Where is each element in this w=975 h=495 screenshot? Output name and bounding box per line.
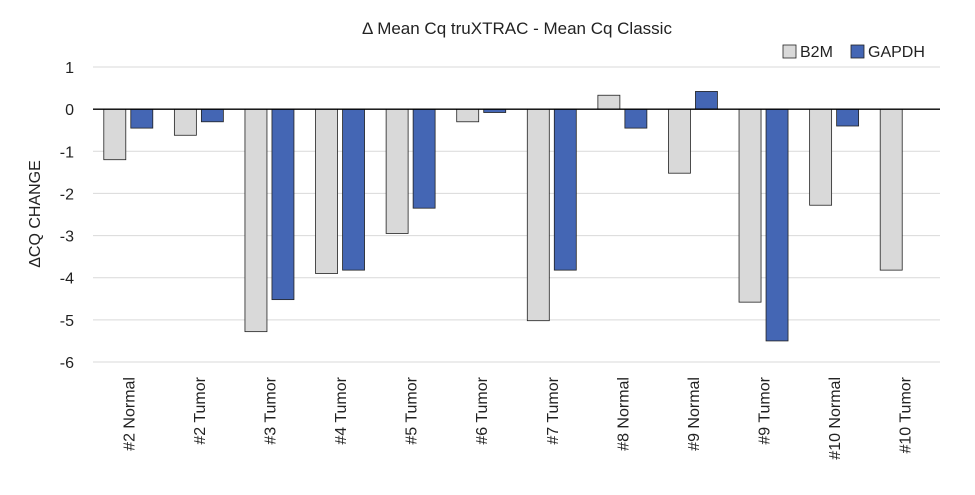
- x-category-label: #5 Tumor: [404, 376, 421, 444]
- bar-b2m-2: [244, 108, 268, 333]
- bar-gapdh-9: [765, 108, 789, 342]
- bar-b2m-6: [526, 108, 550, 322]
- bar-gapdh-6: [553, 108, 577, 271]
- bar-b2m-5: [456, 108, 480, 123]
- x-category-label: #7 Tumor: [545, 376, 562, 444]
- bar-b2m-7: [597, 94, 621, 110]
- x-category-label: #8 Normal: [615, 377, 632, 451]
- x-category-label: #6 Tumor: [474, 376, 491, 444]
- x-category-label: #3 Tumor: [262, 376, 279, 444]
- y-tick-label: -2: [60, 186, 74, 203]
- bars: [103, 91, 903, 342]
- y-tick-label: -4: [60, 271, 74, 288]
- y-tick-label: -3: [60, 229, 74, 246]
- legend-swatch-gapdh: [850, 44, 865, 59]
- bar-b2m-10: [809, 108, 833, 206]
- bar-gapdh-4: [412, 108, 436, 209]
- bar-b2m-3: [315, 108, 338, 274]
- bar-gapdh-10: [836, 108, 860, 127]
- y-tick-label: 1: [65, 60, 74, 77]
- x-category-label: #2 Normal: [121, 377, 138, 451]
- chart-title: Δ Mean Cq truXTRAC - Mean Cq Classic: [362, 19, 672, 38]
- bar-gapdh-1: [200, 108, 224, 123]
- x-category-label: #9 Normal: [686, 377, 703, 451]
- legend-label-gapdh: GAPDH: [868, 44, 925, 61]
- y-tick-label: -5: [60, 313, 74, 330]
- gridlines: [93, 66, 940, 363]
- x-category-label: #4 Tumor: [333, 376, 350, 444]
- y-tick-label: 0: [65, 102, 74, 119]
- x-category-labels: #2 Normal #2 Tumor #3 Tumor #4 Tumor #5 Tumo…: [121, 376, 914, 459]
- bar-gapdh-7: [624, 108, 648, 129]
- bar-b2m-1: [173, 108, 197, 136]
- y-tick-label: -1: [60, 144, 74, 161]
- x-category-label: #2 Tumor: [192, 376, 209, 444]
- bar-b2m-0: [103, 108, 127, 161]
- legend-label-b2m: B2M: [800, 44, 833, 61]
- bar-b2m-11: [879, 108, 903, 271]
- bar-gapdh-3: [342, 108, 365, 271]
- bar-gapdh-2: [271, 108, 295, 301]
- x-category-label: #10 Normal: [827, 377, 844, 460]
- y-tick-labels: 1 0 -1 -2 -3 -4 -5 -6: [60, 60, 74, 372]
- bar-b2m-4: [385, 108, 409, 234]
- legend: B2M GAPDH: [782, 44, 925, 61]
- y-axis-label: ΔCQ CHANGE: [27, 160, 44, 268]
- bar-gapdh-0: [130, 108, 154, 129]
- bar-gapdh-8: [695, 91, 718, 110]
- x-category-label: #9 Tumor: [757, 376, 774, 444]
- bar-b2m-9: [738, 108, 762, 303]
- x-category-label: #10 Tumor: [898, 376, 915, 453]
- bar-b2m-8: [668, 108, 691, 174]
- y-tick-label: -6: [60, 355, 74, 372]
- legend-swatch-b2m: [782, 44, 797, 59]
